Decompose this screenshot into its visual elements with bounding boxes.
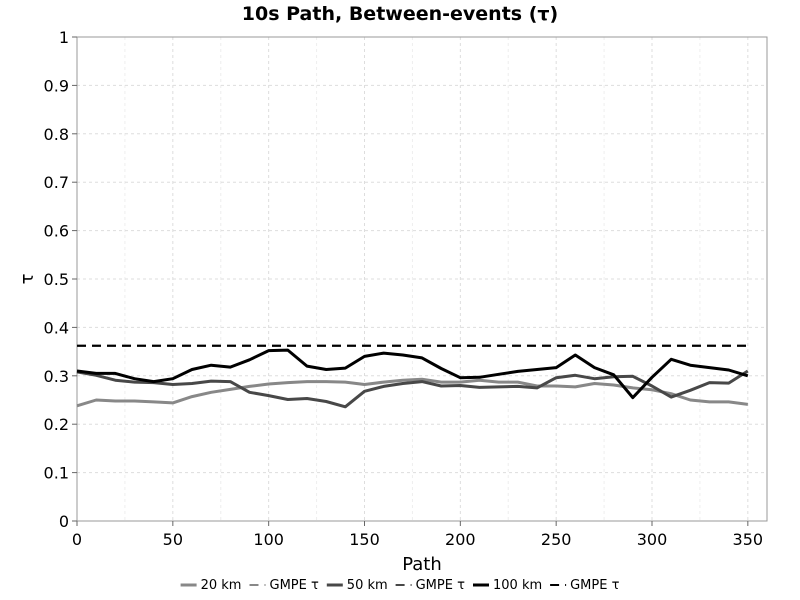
x-tick-label: 350 [733,530,764,549]
x-axis-ticks: 0 50 100 150 200 250 300 350 [72,521,763,549]
series-line-4 [76,348,749,400]
legend-item: 50 km [326,578,388,593]
legend-item: GMPE τ [249,578,319,593]
grid [77,37,767,521]
x-tick-label: 200 [445,530,476,549]
y-tick-label: 0.3 [44,367,69,386]
legend-label: 50 km [347,578,388,593]
legend-item: 100 km [473,578,542,593]
y-tick-label: 0.6 [44,222,69,241]
x-tick-label: 300 [637,530,668,549]
x-axis-label: Path [402,554,442,575]
legend-item: 20 km [180,578,242,593]
x-tick-label: 250 [541,530,572,549]
y-tick-label: 0 [59,512,69,531]
y-tick-label: 0.9 [44,76,69,95]
y-tick-label: 0.8 [44,125,69,144]
x-tick-label: 50 [163,530,183,549]
y-tick-label: 1 [59,28,69,47]
y-tick-label: 0.4 [44,318,69,337]
y-axis-ticks: 0 0.1 0.2 0.3 0.4 0.5 0.6 0.7 0.8 0.9 1 [44,28,77,531]
legend-item: GMPE τ [550,578,620,593]
legend-label: 100 km [493,578,542,593]
legend-label: GMPE τ [270,578,319,593]
series-line-2 [76,369,749,409]
x-tick-label: 0 [72,530,82,549]
series-lines [76,344,749,409]
series-line-0 [76,377,748,408]
y-tick-label: 0.7 [44,173,69,192]
legend-label: GMPE τ [570,578,619,593]
y-tick-label: 0.1 [44,464,69,483]
y-axis-label: τ [17,274,38,285]
y-tick-label: 0.2 [44,415,69,434]
x-tick-label: 100 [253,530,284,549]
legend-label: GMPE τ [416,578,465,593]
chart-title: 10s Path, Between-events (τ) [242,3,558,25]
x-tick-label: 150 [349,530,380,549]
legend-item: GMPE τ [395,578,465,593]
y-tick-label: 0.5 [44,270,69,289]
legend-label: 20 km [201,578,242,593]
legend: 20 km GMPE τ 50 km GMPE τ 100 km GMPE τ [180,578,620,593]
